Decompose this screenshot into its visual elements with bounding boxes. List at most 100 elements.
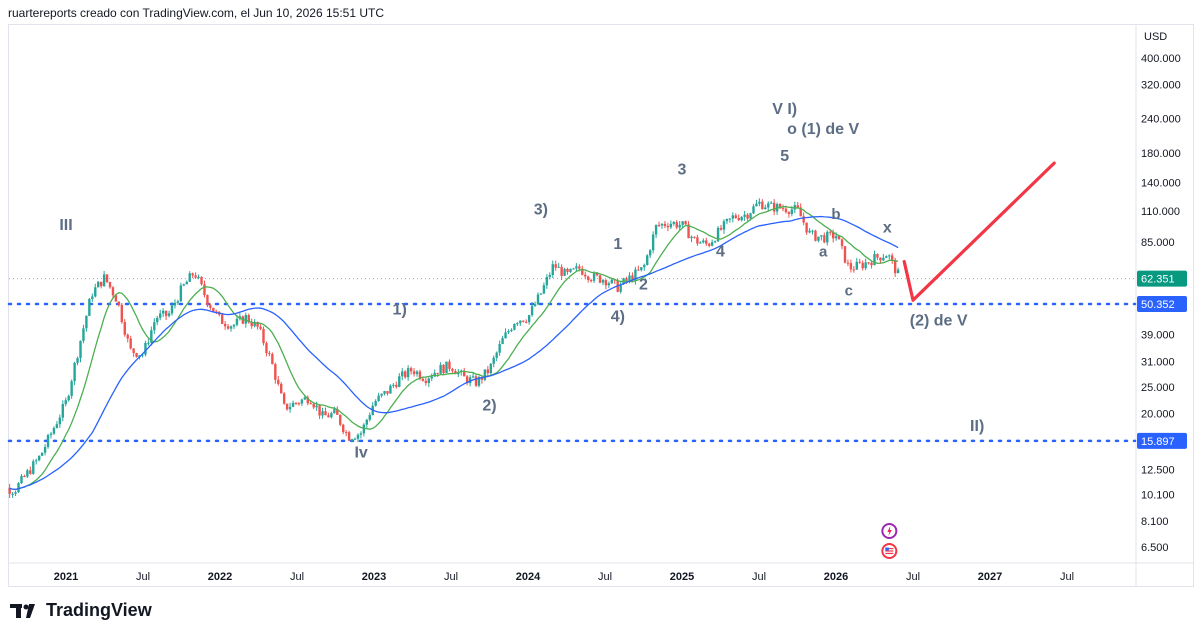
candle-body <box>256 322 259 327</box>
time-axis: 2021 Jul 2022 Jul 2023 Jul 2024 Jul 2025 Jul 2026 J… <box>54 571 1074 583</box>
slow-moving-average-line <box>9 215 899 491</box>
time-tick-label: Jul <box>1060 571 1074 583</box>
candle-body <box>117 301 121 305</box>
candle-body <box>179 285 183 302</box>
candle-body <box>463 370 466 377</box>
candle-body <box>67 395 70 401</box>
candle-body <box>312 403 315 408</box>
candle-body <box>808 230 811 233</box>
candle-body <box>681 221 684 225</box>
candle-body <box>672 222 675 224</box>
price-axis: USD 400.000 320.000 240.000 180.000 140.000 11… <box>1137 31 1187 554</box>
price-tick-label: 110.000 <box>1141 206 1180 218</box>
candle-body <box>519 320 522 324</box>
candle-body <box>471 376 475 378</box>
current-price-tag <box>1137 270 1187 287</box>
candle-body <box>395 384 398 387</box>
tradingview-wordmark: TradingView <box>46 600 152 620</box>
candle-body <box>684 221 687 225</box>
candle-body <box>359 433 363 435</box>
candle-body <box>702 240 705 243</box>
candle-body <box>563 268 566 276</box>
candle-body <box>654 224 658 235</box>
price-tick-label: 85.000 <box>1141 237 1175 249</box>
candle-body <box>91 296 94 300</box>
candle-body <box>814 230 817 241</box>
candle-body <box>731 215 735 219</box>
candle-body <box>141 354 144 356</box>
candle-body <box>265 343 268 354</box>
wave-label: b <box>831 206 840 223</box>
candle-body <box>873 254 876 266</box>
candle-body <box>631 275 634 281</box>
candle-body <box>362 424 366 434</box>
candle-body <box>330 413 333 418</box>
candle-body <box>188 273 191 282</box>
horizontal-levels <box>7 278 1137 443</box>
candle-body <box>557 266 560 268</box>
candle-body <box>85 315 88 329</box>
wave-label: o (1) de V <box>787 121 859 138</box>
tradingview-logo[interactable]: TradingView <box>10 600 152 621</box>
wave-label: 3) <box>534 202 548 219</box>
candle-body <box>586 276 590 281</box>
level-price-tag <box>1137 295 1187 312</box>
candle-body <box>197 276 200 278</box>
candle-body <box>826 231 829 243</box>
candle-body <box>297 403 301 405</box>
price-tick-label: 320.000 <box>1141 79 1181 91</box>
wave-labels: III Iv 1) 2) 3) 1 2 4) 3 4 V I) o (1) de V 5 b a x c (2) … <box>59 101 984 462</box>
candle-body <box>374 400 377 406</box>
candle-body <box>696 237 699 244</box>
candle-body <box>229 326 233 329</box>
candle-body <box>625 278 628 281</box>
price-tick-label: 31.000 <box>1141 357 1175 369</box>
time-tick-label: Jul <box>444 571 458 583</box>
candle-body <box>793 205 797 210</box>
price-tick-label: 20.000 <box>1141 409 1175 421</box>
candle-body <box>896 269 900 274</box>
candle-body <box>486 369 490 374</box>
candle-body <box>758 201 761 204</box>
candle-body <box>303 397 307 400</box>
candle-body <box>604 280 608 286</box>
candle-body <box>350 439 354 441</box>
candle-body <box>291 402 295 407</box>
price-tick-label: 39.000 <box>1141 329 1175 341</box>
candle-body <box>415 371 419 375</box>
candle-body <box>687 224 690 239</box>
candle-body <box>690 236 693 239</box>
candle-body <box>209 305 212 308</box>
candle-body <box>578 266 581 269</box>
price-tick-label: 140.000 <box>1141 178 1181 190</box>
candle-body <box>88 299 91 316</box>
candle-body <box>226 326 230 329</box>
candle-body <box>525 321 528 323</box>
candle-body <box>628 275 631 281</box>
candle-body <box>336 409 339 415</box>
candle-body <box>306 397 309 404</box>
time-tick-label: Jul <box>598 571 612 583</box>
candle-body <box>353 438 357 440</box>
candle-body <box>280 383 283 394</box>
chart-area[interactable] <box>8 24 1194 587</box>
candle-body <box>693 236 696 238</box>
level-price-tag <box>1137 432 1187 449</box>
candle-body <box>787 212 791 215</box>
candle-body <box>412 371 416 375</box>
candle-body <box>294 402 298 404</box>
candle-body <box>489 363 492 374</box>
candle-body <box>14 492 17 494</box>
candle-body <box>799 207 802 217</box>
candle-body <box>719 227 723 230</box>
time-tick-label: Jul <box>290 571 304 583</box>
candle-body <box>212 307 215 312</box>
time-tick-label: Jul <box>906 571 920 583</box>
candle-body <box>651 234 655 251</box>
candle-body <box>356 434 360 439</box>
candle-body <box>716 227 720 242</box>
candle-body <box>575 266 578 269</box>
candle-body <box>637 269 640 271</box>
price-tick-label: 12.500 <box>1141 464 1175 476</box>
